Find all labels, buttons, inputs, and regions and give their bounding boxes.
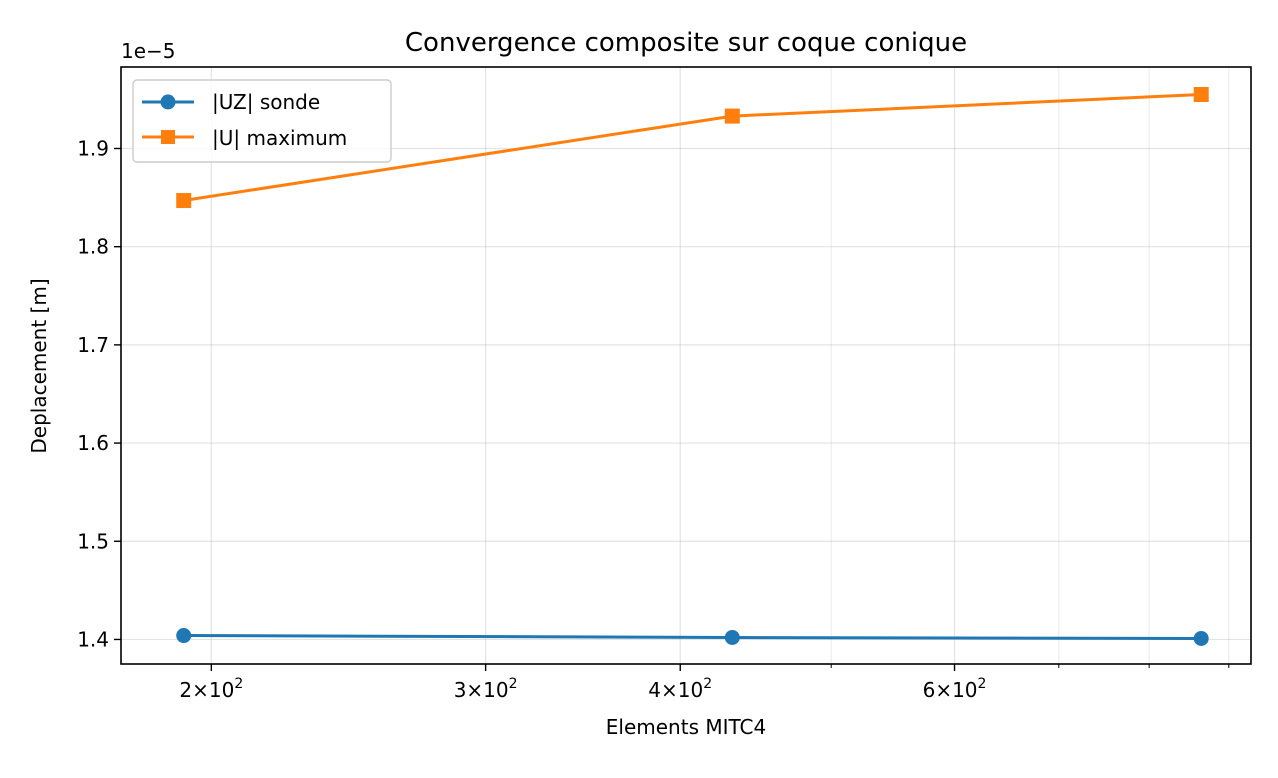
- legend-label-uz-sonde: |UZ| sonde: [212, 90, 320, 114]
- y-tick-label: 1.8: [77, 235, 109, 259]
- axis-ticks: 1.4 1.5 1.6 1.7 1.8 1.9 2×102 3×102 4×102 6×102: [77, 136, 1230, 702]
- x-tick-label: 3×102: [454, 676, 518, 702]
- data-point-u-maximum: [1193, 86, 1209, 102]
- legend-marker-square-icon: [161, 130, 175, 144]
- y-offset-text: 1e−5: [121, 39, 176, 63]
- y-tick-label: 1.7: [77, 333, 109, 357]
- data-point-uz-sonde: [1193, 630, 1209, 646]
- chart-title: Convergence composite sur coque conique: [405, 28, 967, 58]
- x-tick-label: 6×102: [923, 676, 987, 702]
- plot-frame: [120, 66, 1252, 665]
- data-point-uz-sonde: [724, 629, 740, 645]
- grid: [121, 67, 1251, 664]
- legend: |UZ| sonde |U| maximum: [132, 79, 392, 163]
- legend-marker-circle-icon: [160, 94, 176, 110]
- y-tick-label: 1.6: [77, 431, 109, 455]
- data-point-uz-sonde: [176, 628, 192, 644]
- legend-frame: [132, 79, 392, 163]
- data-point-u-maximum: [176, 193, 192, 209]
- y-tick-label: 1.5: [77, 529, 109, 553]
- x-axis-label: Elements MITC4: [606, 715, 766, 739]
- x-tick-label: 4×102: [648, 676, 712, 702]
- y-tick-label: 1.9: [77, 136, 109, 160]
- legend-label-u-maximum: |U| maximum: [212, 126, 347, 150]
- x-tick-label: 2×102: [179, 676, 243, 702]
- y-tick-label: 1.4: [77, 627, 109, 651]
- data-point-u-maximum: [724, 108, 740, 124]
- y-axis-label: Deplacement [m]: [27, 278, 51, 453]
- plot-series: [176, 86, 1209, 646]
